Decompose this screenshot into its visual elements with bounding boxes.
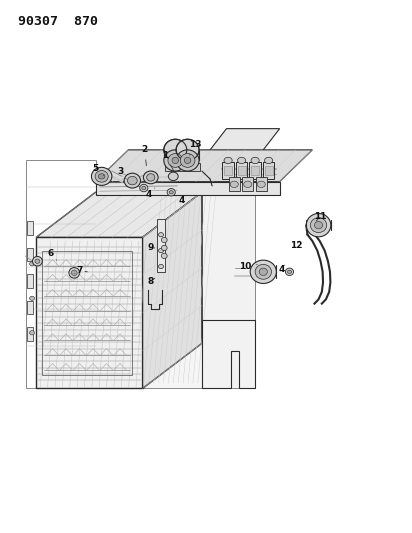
Bar <box>27 274 33 288</box>
Bar <box>255 177 267 191</box>
Bar <box>42 251 132 375</box>
Polygon shape <box>202 160 255 389</box>
Ellipse shape <box>162 253 167 259</box>
Ellipse shape <box>127 176 137 185</box>
Ellipse shape <box>251 157 259 164</box>
Ellipse shape <box>169 191 173 194</box>
Polygon shape <box>96 150 312 182</box>
Ellipse shape <box>169 172 178 181</box>
Ellipse shape <box>147 174 155 181</box>
Bar <box>237 166 246 175</box>
Bar <box>157 219 165 272</box>
Ellipse shape <box>71 270 77 276</box>
Bar <box>224 166 232 175</box>
Text: 12: 12 <box>290 241 302 250</box>
Text: 9: 9 <box>147 244 155 253</box>
Bar <box>249 162 261 179</box>
Bar <box>229 177 240 191</box>
Ellipse shape <box>124 173 140 188</box>
Text: 4: 4 <box>178 196 185 205</box>
Ellipse shape <box>69 268 80 278</box>
Text: 4: 4 <box>145 188 155 199</box>
Ellipse shape <box>286 268 294 276</box>
Bar <box>251 166 259 175</box>
Ellipse shape <box>30 262 35 266</box>
Ellipse shape <box>142 187 146 190</box>
Ellipse shape <box>310 217 327 232</box>
Bar <box>222 162 234 179</box>
Text: 4: 4 <box>279 265 285 273</box>
Ellipse shape <box>159 264 164 269</box>
Ellipse shape <box>224 157 232 164</box>
Text: 6: 6 <box>47 249 56 260</box>
Ellipse shape <box>91 167 112 185</box>
Bar <box>263 162 274 179</box>
Ellipse shape <box>162 245 167 251</box>
Ellipse shape <box>180 154 195 167</box>
Ellipse shape <box>95 171 108 182</box>
Text: 3: 3 <box>117 166 126 179</box>
Ellipse shape <box>176 150 199 171</box>
Polygon shape <box>96 182 280 195</box>
Polygon shape <box>36 192 202 237</box>
Ellipse shape <box>259 268 267 276</box>
Ellipse shape <box>172 157 178 164</box>
Ellipse shape <box>265 157 273 164</box>
Text: 7: 7 <box>76 266 87 275</box>
Ellipse shape <box>255 264 272 279</box>
Ellipse shape <box>306 214 331 237</box>
Ellipse shape <box>33 256 42 266</box>
Text: 10: 10 <box>239 262 257 271</box>
Ellipse shape <box>140 184 148 192</box>
Ellipse shape <box>35 259 40 263</box>
Text: 2: 2 <box>141 146 148 166</box>
Ellipse shape <box>168 154 183 167</box>
Ellipse shape <box>167 189 176 196</box>
Polygon shape <box>36 237 143 389</box>
Text: 1: 1 <box>162 151 174 171</box>
Ellipse shape <box>98 174 105 179</box>
Polygon shape <box>202 128 280 160</box>
Ellipse shape <box>159 232 164 237</box>
Text: 5: 5 <box>92 164 104 175</box>
Text: 13: 13 <box>190 140 202 155</box>
Text: 8: 8 <box>147 277 155 286</box>
Ellipse shape <box>30 296 35 301</box>
Bar <box>242 177 253 191</box>
Ellipse shape <box>164 139 187 160</box>
Bar <box>236 162 247 179</box>
Polygon shape <box>143 160 202 389</box>
Ellipse shape <box>288 270 292 273</box>
Ellipse shape <box>257 181 265 188</box>
Text: 90307  870: 90307 870 <box>18 14 98 28</box>
Ellipse shape <box>184 157 191 164</box>
Bar <box>165 163 200 171</box>
Bar <box>265 166 273 175</box>
Ellipse shape <box>30 330 35 335</box>
Ellipse shape <box>176 139 199 160</box>
Bar <box>27 248 33 261</box>
Ellipse shape <box>159 248 164 253</box>
Ellipse shape <box>237 157 246 164</box>
Bar <box>27 301 33 314</box>
Bar <box>27 221 33 235</box>
Ellipse shape <box>162 237 167 243</box>
Text: 11: 11 <box>314 212 327 221</box>
Ellipse shape <box>143 171 158 184</box>
Ellipse shape <box>164 150 187 171</box>
Ellipse shape <box>230 181 238 188</box>
Ellipse shape <box>314 221 323 229</box>
Ellipse shape <box>250 260 276 284</box>
Polygon shape <box>143 192 202 389</box>
Polygon shape <box>202 319 255 389</box>
Bar <box>27 327 33 341</box>
Ellipse shape <box>243 181 252 188</box>
